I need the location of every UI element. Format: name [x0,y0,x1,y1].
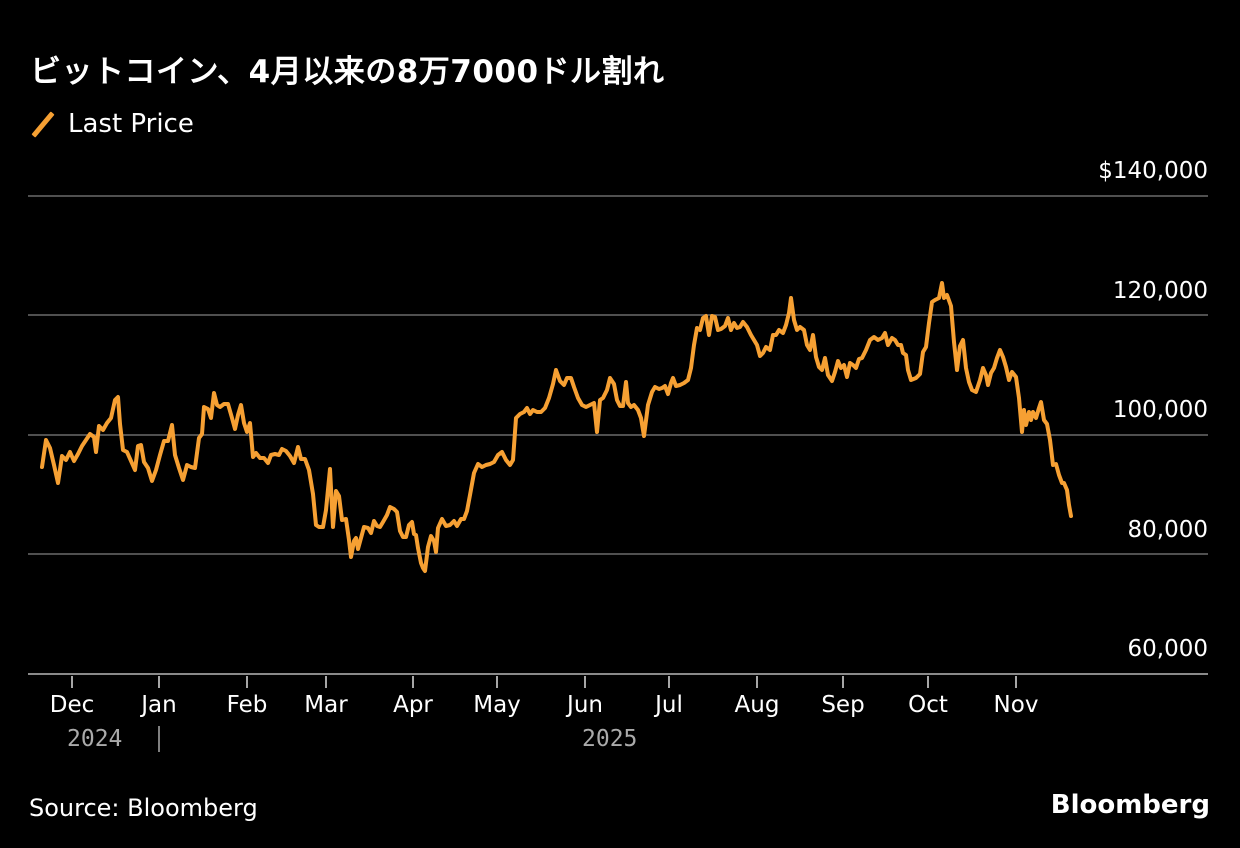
x-tick-jul: Jul [655,692,683,718]
x-tick-dec: Dec [49,692,95,718]
x-tick-oct: Oct [908,692,948,718]
legend-label: Last Price [68,109,194,139]
y-tick-80000: 80,000 [1127,517,1208,543]
legend: Last Price [30,109,194,139]
source-note: Source: Bloomberg [29,794,258,822]
year-label-2024: 2024 [67,726,123,752]
x-tick-apr: Apr [393,692,433,718]
y-tick-100000: 100,000 [1112,397,1208,423]
y-tick-140000: $140,000 [1098,158,1208,184]
year-label-2025: 2025 [582,726,638,752]
x-tick-nov: Nov [993,692,1039,718]
x-tick-may: May [473,692,521,718]
x-tick-aug: Aug [734,692,780,718]
price-line [40,281,1073,573]
gridlines [28,195,1208,675]
chart-title: ビットコイン、4月以来の8万7000ドル割れ [30,54,665,90]
x-tick-jun: Jun [567,692,603,718]
x-tick-feb: Feb [226,692,268,718]
y-tick-60000: 60,000 [1127,636,1208,662]
bloomberg-logo: Bloomberg [1050,790,1210,820]
x-ticks [71,676,1017,752]
y-tick-120000: 120,000 [1112,278,1208,304]
x-tick-mar: Mar [304,692,348,718]
x-tick-sep: Sep [821,692,865,718]
x-tick-jan: Jan [141,692,177,718]
